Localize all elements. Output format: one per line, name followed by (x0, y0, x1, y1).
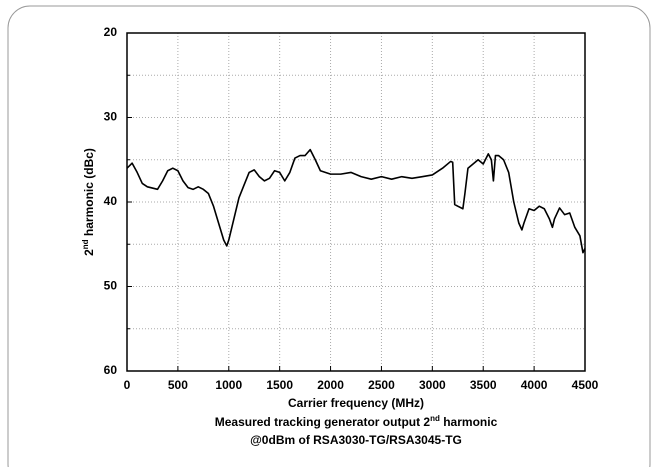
x-tick-label: 1500 (266, 378, 293, 392)
y-tick-label: 40 (104, 194, 118, 208)
x-axis-label: Carrier frequency (MHz) (288, 396, 424, 410)
caption: Measured tracking generator output 2nd h… (215, 414, 498, 430)
x-tick-label: 2000 (317, 378, 344, 392)
x-tick-label: 2500 (368, 378, 395, 392)
x-tick-label: 0 (124, 378, 131, 392)
x-tick-label: 500 (168, 378, 188, 392)
x-tick-label: 4500 (572, 378, 599, 392)
y-tick-label: 60 (104, 363, 118, 377)
y-tick-label: 20 (104, 25, 118, 39)
y-label-part: harmonic (dBc) (82, 148, 96, 239)
y-tick-label: 30 (104, 110, 118, 124)
y-label-sup: nd (81, 239, 90, 249)
x-tick-label: 3000 (419, 378, 446, 392)
x-tick-label: 4000 (521, 378, 548, 392)
data-line (126, 148, 586, 254)
x-tick-label: 3500 (470, 378, 497, 392)
y-label-part: 2 (82, 249, 96, 256)
y-axis-label: 2nd harmonic (dBc) (81, 148, 97, 256)
caption-part: Measured tracking generator output 2 (215, 415, 431, 429)
caption-sup: nd (430, 414, 440, 423)
x-tick-label: 1000 (215, 378, 242, 392)
frame (7, 5, 651, 467)
caption: @0dBm of RSA3030-TG/RSA3045-TG (250, 433, 462, 447)
plot-border (126, 32, 586, 372)
plot: 20 30 40 50 60 0 500 1000 1500 2000 2500 3000 3500 40… (104, 25, 599, 392)
caption-part: harmonic (440, 415, 498, 429)
y-tick-label: 50 (104, 279, 118, 293)
